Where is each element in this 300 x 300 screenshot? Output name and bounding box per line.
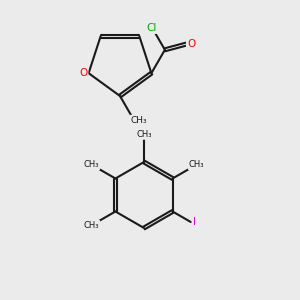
Text: CH₃: CH₃ [84, 160, 99, 169]
Text: Cl: Cl [146, 23, 156, 33]
Text: O: O [79, 68, 87, 78]
Text: CH₃: CH₃ [136, 130, 152, 139]
Text: CH₃: CH₃ [189, 160, 204, 169]
Text: CH₃: CH₃ [84, 221, 99, 230]
Text: O: O [187, 39, 195, 49]
Text: CH₃: CH₃ [130, 116, 147, 125]
Text: I: I [193, 217, 196, 227]
